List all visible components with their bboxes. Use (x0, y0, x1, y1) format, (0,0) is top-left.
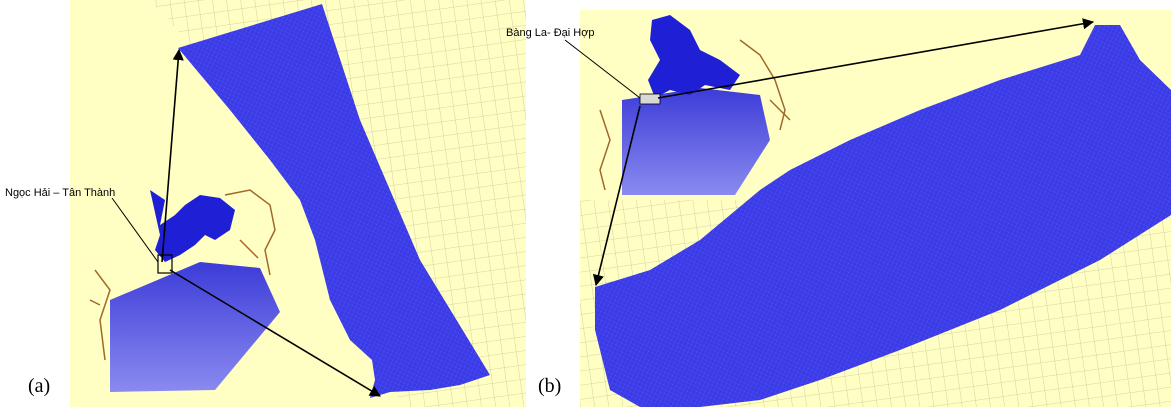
panel-label: (b) (538, 375, 561, 397)
panel-b: Bàng La- Đại Hợp (b) (506, 10, 1171, 407)
figure: Ngọc Hải – Tân Thành (a) Bàng La- Đại Hợ… (0, 0, 1171, 407)
site-box (640, 94, 660, 104)
page: Ngọc Hải – Tân Thành (a) Bàng La- Đại Hợ… (0, 0, 1171, 407)
panel-a: Ngọc Hải – Tân Thành (a) (5, 0, 526, 407)
panel-label: (a) (28, 375, 50, 397)
location-label: Ngọc Hải – Tân Thành (5, 187, 115, 199)
location-label: Bàng La- Đại Hợp (506, 27, 595, 39)
